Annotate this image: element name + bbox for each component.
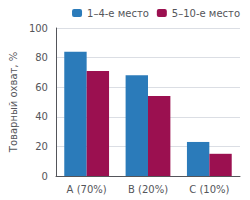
svg-text:5–10-е место: 5–10-е место	[172, 8, 240, 19]
svg-text:20: 20	[35, 141, 48, 152]
svg-text:40: 40	[35, 111, 48, 122]
svg-text:60: 60	[35, 82, 48, 93]
svg-text:Товарный охват, %: Товарный охват, %	[8, 52, 19, 153]
svg-text:1–4-е место: 1–4-е место	[87, 8, 149, 19]
svg-text:A (70%): A (70%)	[67, 184, 107, 195]
svg-text:C (10%): C (10%)	[189, 184, 229, 195]
svg-text:80: 80	[35, 52, 48, 63]
svg-text:100: 100	[29, 23, 48, 34]
svg-text:B (20%): B (20%)	[128, 184, 168, 195]
svg-text:0: 0	[42, 171, 48, 182]
